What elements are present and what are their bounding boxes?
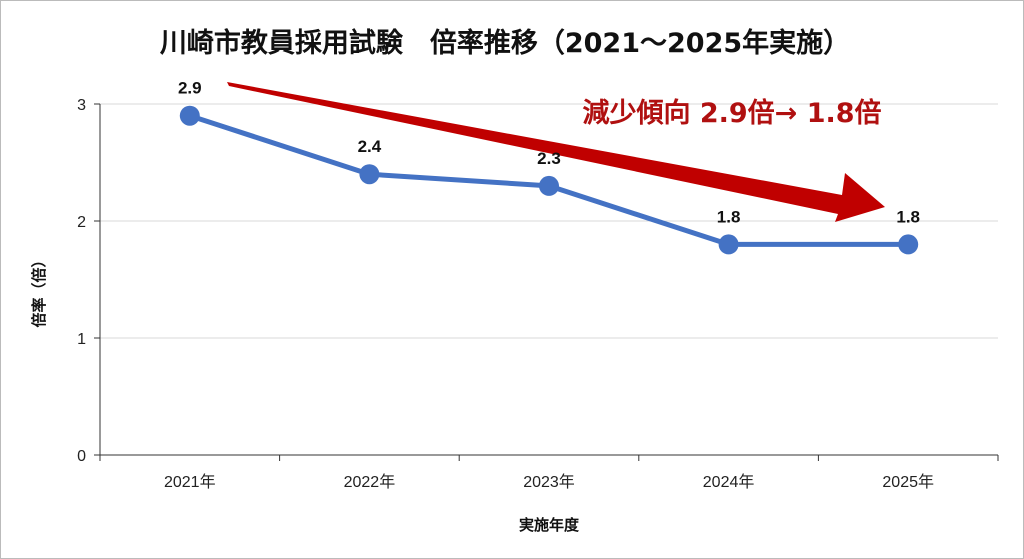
data-label: 2.3 bbox=[537, 149, 561, 168]
data-point bbox=[359, 164, 380, 185]
data-point bbox=[539, 175, 559, 196]
chart-title: 川崎市教員採用試験 倍率推移（2021〜2025年実施） bbox=[160, 27, 850, 59]
x-axis-label: 実施年度 bbox=[519, 516, 580, 534]
trend-arrow bbox=[227, 82, 885, 222]
trend-annotation: 減少傾向 2.9倍→ 1.8倍 bbox=[582, 97, 881, 129]
y-axis-label: 倍率（倍） bbox=[30, 252, 48, 327]
x-tick-label: 2021年 bbox=[164, 473, 216, 491]
x-tick-label: 2024年 bbox=[703, 473, 755, 491]
data-label: 2.4 bbox=[358, 137, 382, 156]
y-tick-label: 1 bbox=[77, 331, 86, 348]
x-tick-label: 2022年 bbox=[344, 473, 396, 491]
data-point bbox=[718, 234, 739, 255]
data-label: 1.8 bbox=[717, 207, 741, 226]
data-label: 2.9 bbox=[178, 79, 202, 98]
y-tick-label: 0 bbox=[77, 448, 86, 465]
y-tick-label: 3 bbox=[77, 97, 86, 114]
y-tick-label: 2 bbox=[77, 214, 86, 231]
x-tick-label: 2023年 bbox=[523, 473, 575, 491]
data-point bbox=[179, 105, 200, 126]
x-tick-label: 2025年 bbox=[882, 473, 934, 491]
data-point bbox=[898, 234, 919, 255]
data-label: 1.8 bbox=[896, 207, 920, 226]
